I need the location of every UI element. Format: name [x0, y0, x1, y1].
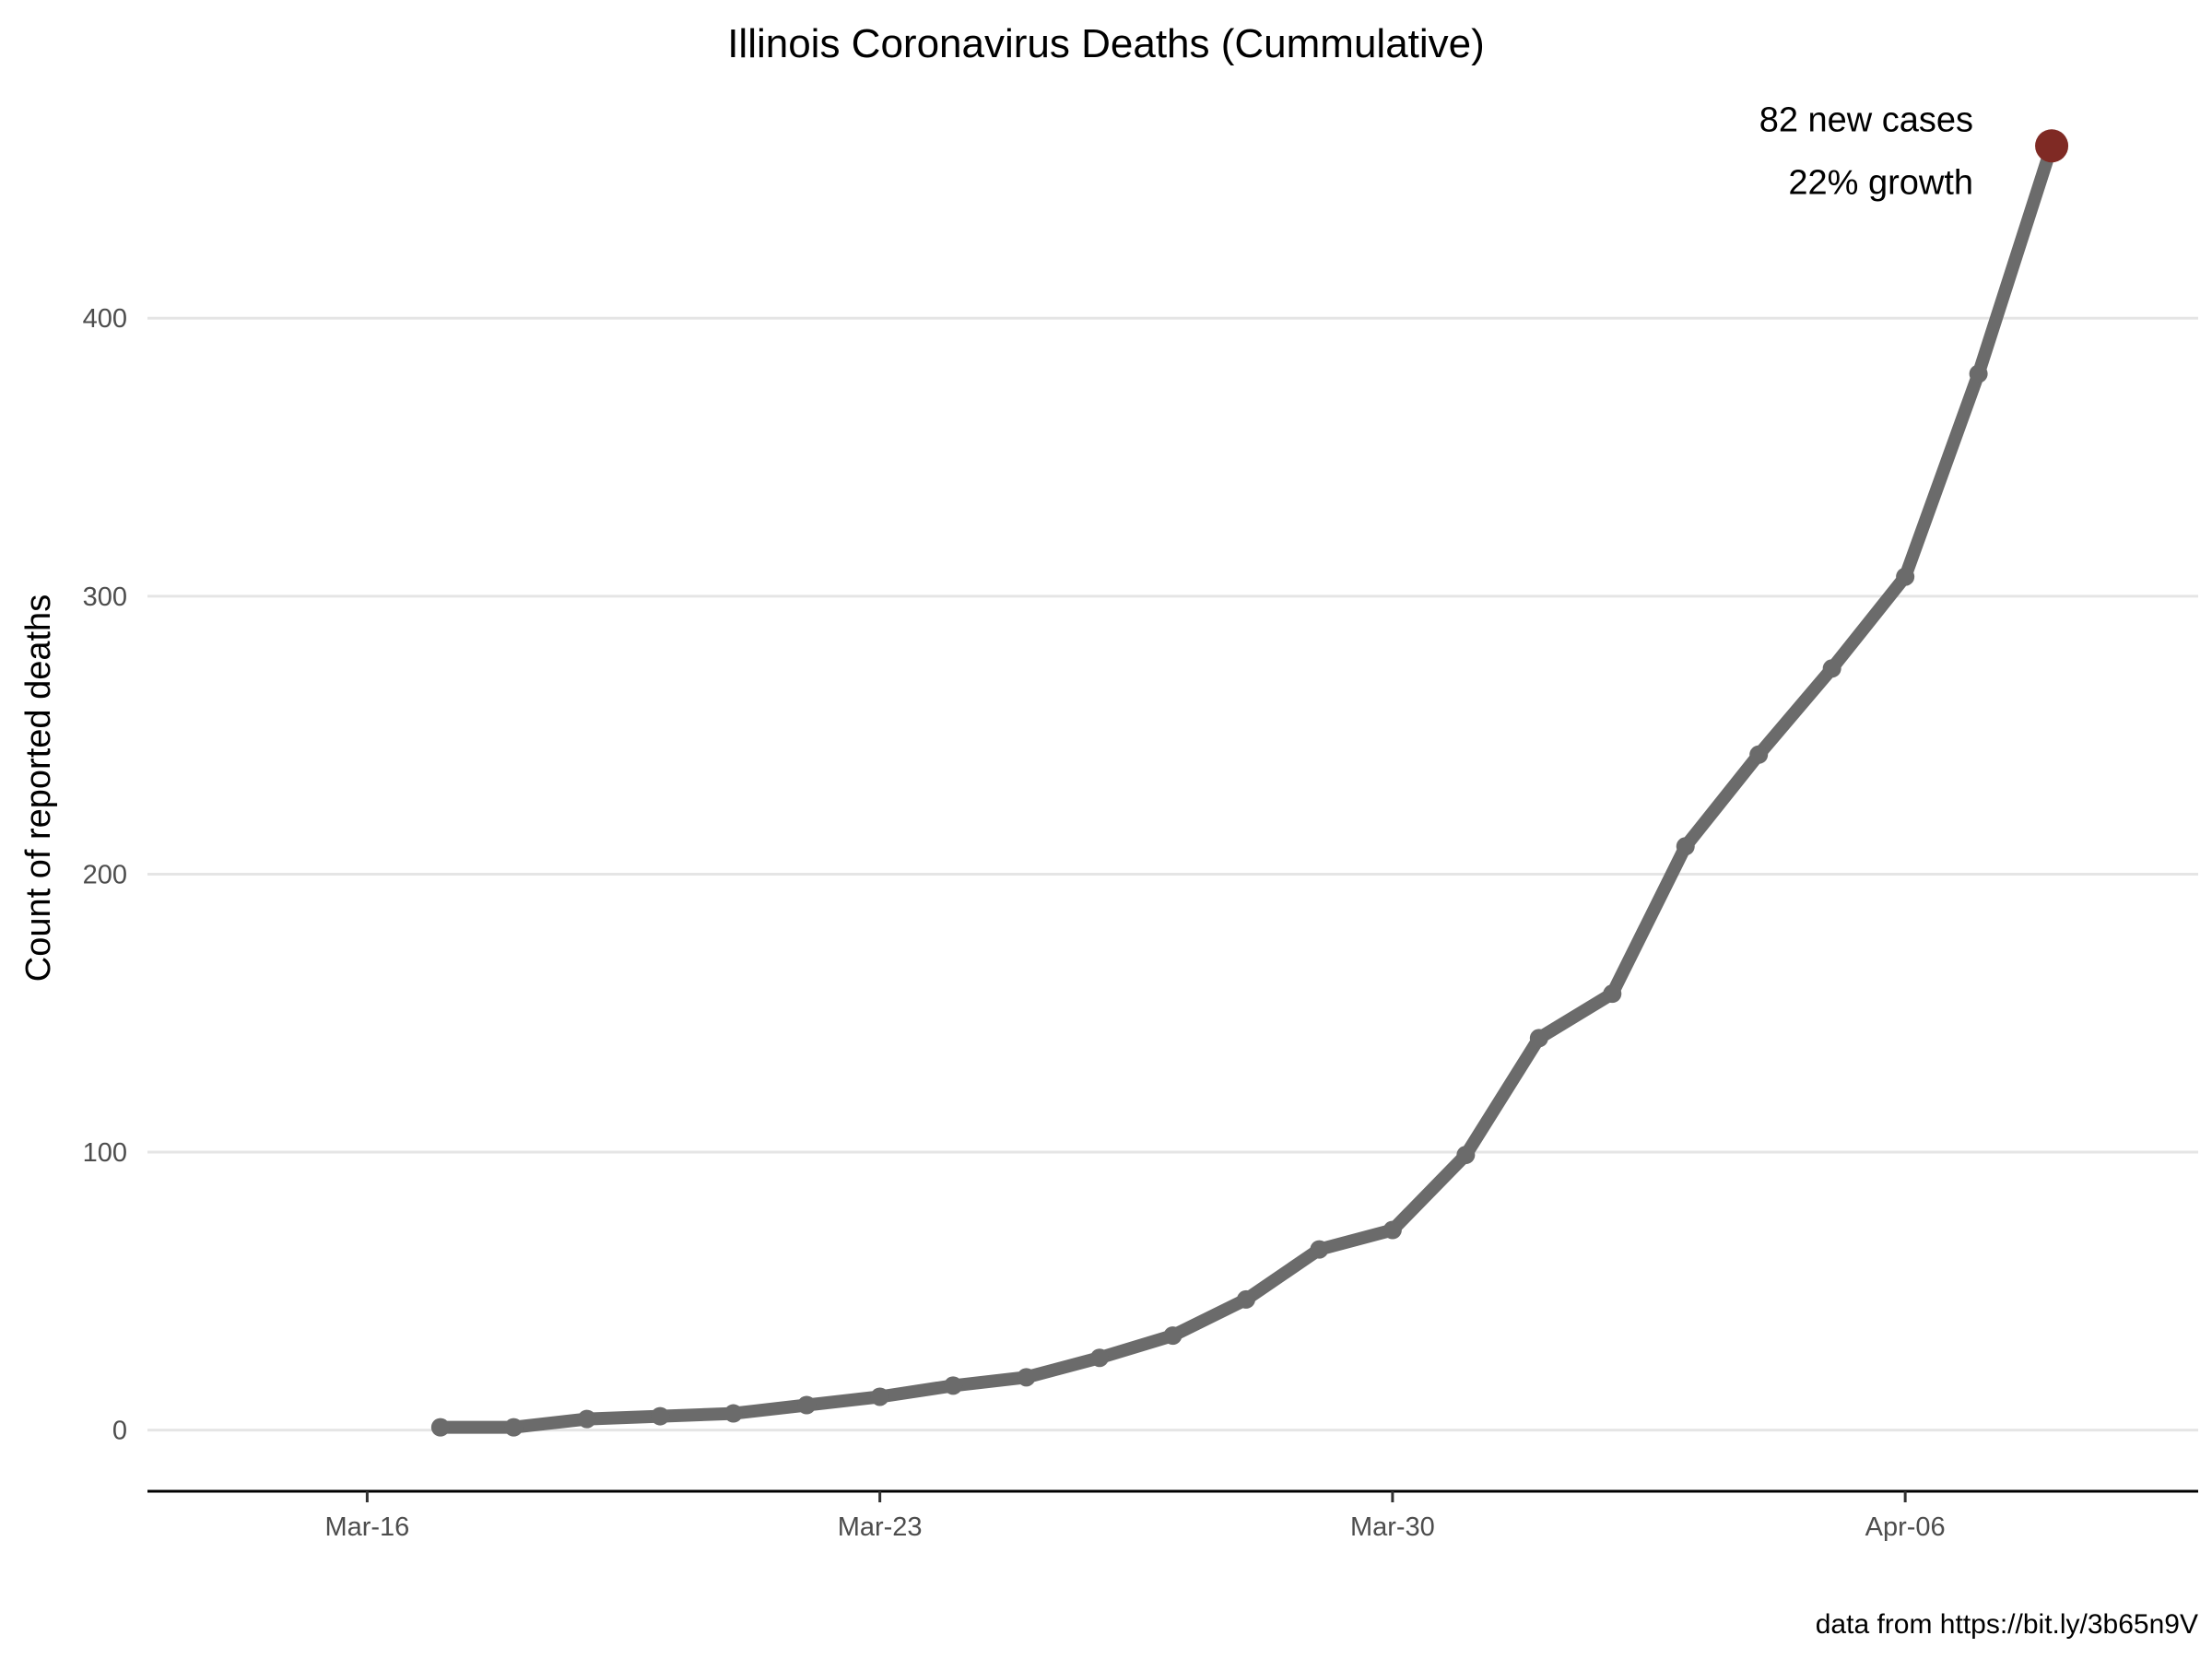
- y-axis-label: Count of reported deaths: [19, 594, 58, 982]
- data-point: [1603, 984, 1622, 1004]
- latest-annotation: 82 new cases 22% growth: [1759, 100, 1973, 202]
- data-point: [724, 1404, 743, 1423]
- data-point: [1529, 1029, 1548, 1048]
- data-point: [1236, 1289, 1255, 1309]
- y-tick-label: 100: [83, 1138, 127, 1168]
- chart-title: Illinois Coronavirus Deaths (Cummulative…: [727, 21, 1485, 66]
- data-point: [1822, 659, 1841, 678]
- data-point: [797, 1395, 817, 1415]
- data-point: [1969, 364, 1988, 383]
- series-line: [433, 139, 2059, 1434]
- x-tick-label: Mar-23: [838, 1512, 923, 1542]
- data-point: [577, 1409, 596, 1429]
- data-points: [430, 129, 2069, 1437]
- annotation-line: 22% growth: [1788, 163, 1973, 202]
- x-tick-label: Apr-06: [1865, 1512, 1946, 1542]
- data-point: [870, 1387, 889, 1406]
- data-point: [1896, 567, 1915, 586]
- data-point: [651, 1406, 670, 1426]
- data-source-caption: data from https://bit.ly/3b65n9V: [1816, 1609, 2198, 1640]
- x-tick-label: Mar-16: [324, 1512, 409, 1542]
- data-point: [1382, 1220, 1402, 1240]
- data-point: [1090, 1348, 1110, 1368]
- y-tick-label: 0: [112, 1417, 127, 1446]
- data-point: [1676, 837, 1695, 856]
- data-point: [1163, 1326, 1182, 1346]
- data-point: [430, 1418, 450, 1437]
- y-tick-label: 400: [83, 304, 127, 334]
- gridlines: 0 100 200 300 400: [83, 304, 2198, 1446]
- data-point: [1310, 1240, 1329, 1259]
- y-tick-label: 200: [83, 860, 127, 889]
- data-point: [504, 1418, 524, 1437]
- x-axis: Mar-16 Mar-23 Mar-30 Apr-06: [147, 1489, 2198, 1542]
- data-point: [1017, 1368, 1036, 1387]
- y-tick-label: 300: [83, 582, 127, 612]
- data-point: [1749, 745, 1769, 764]
- data-point: [1456, 1146, 1476, 1165]
- latest-data-point: [2035, 129, 2069, 163]
- deaths-line: [433, 139, 2059, 1434]
- data-point: [944, 1376, 963, 1395]
- annotation-line: 82 new cases: [1759, 100, 1973, 139]
- x-tick-label: Mar-30: [1350, 1512, 1435, 1542]
